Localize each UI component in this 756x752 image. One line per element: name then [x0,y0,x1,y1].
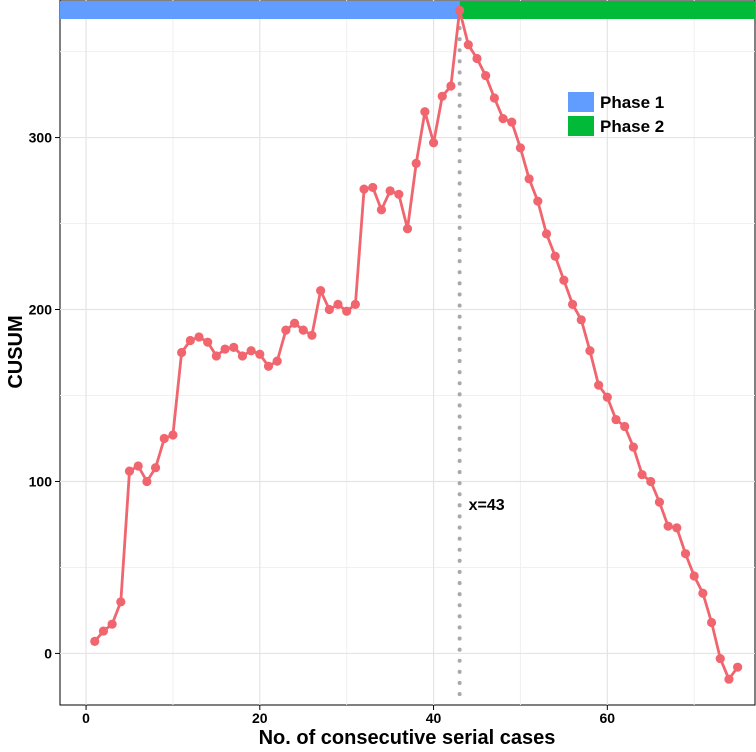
data-point [567,299,578,309]
data-point [324,304,334,315]
data-point [489,93,499,103]
data-point [689,571,699,581]
data-point [272,356,282,366]
data-point [263,361,274,371]
data-point [107,619,117,629]
legend: Phase 1 Phase 2 [568,92,664,136]
data-point [576,315,586,325]
data-point [394,189,404,199]
data-point [168,430,178,440]
data-point [594,380,604,390]
data-point [541,229,552,239]
data-point [203,337,213,347]
data-point [333,299,343,309]
y-tick-label: 300 [29,130,53,146]
legend-swatch-phase-2 [568,116,594,136]
series-layer [90,5,743,684]
data-point [672,523,682,533]
data-point [220,344,230,354]
data-point [602,392,612,402]
data-point [402,224,413,234]
data-point [124,466,135,476]
y-tick-label: 200 [29,302,53,318]
data-point [298,325,308,335]
data-point [229,342,239,352]
y-axis-title: CUSUM [5,315,27,388]
data-point [715,653,725,664]
data-point [620,421,630,432]
data-point [289,318,300,328]
vline-annotation: x=43 [469,497,505,514]
data-point [698,588,708,598]
data-point [663,521,673,531]
data-point [585,346,595,356]
data-point [724,674,734,684]
data-point [706,617,717,628]
x-tick-label: 0 [82,710,90,726]
x-axis-title: No. of consecutive serial cases [259,727,556,749]
data-point [428,138,439,148]
data-point [316,285,326,296]
data-point [368,182,378,193]
data-point [159,433,169,444]
data-point [90,636,100,646]
x-tick-label: 40 [426,710,442,726]
data-point [376,205,387,215]
data-point [281,325,291,335]
legend-swatch-phase-1 [568,92,594,112]
data-point [507,117,517,127]
data-point [385,186,395,196]
x-tick-label: 20 [252,710,268,726]
data-point [455,5,465,15]
phase-bar-1 [60,1,460,19]
y-axis-ticks: 0 100 200 300 [29,130,60,661]
data-point [637,469,647,480]
data-point [411,158,421,168]
data-point [177,347,187,358]
data-point [680,549,691,559]
data-point [116,597,126,607]
y-tick-label: 0 [44,645,52,661]
data-point [359,184,369,194]
data-point [733,662,743,672]
data-point [420,107,430,117]
data-point [437,91,447,101]
data-point [533,196,543,206]
data-point [142,476,152,487]
data-point [194,332,204,342]
data-point [255,349,265,359]
data-point [472,53,482,64]
phase-bar-2 [459,1,755,19]
data-point [211,351,221,361]
data-point [98,626,109,636]
x-axis-ticks: 0 20 40 60 [82,705,615,726]
data-point [150,463,161,473]
data-point [481,71,491,81]
data-point [654,497,665,507]
data-point [515,143,526,153]
x-tick-label: 60 [600,710,616,726]
phase-bars [60,1,755,19]
data-point [628,442,638,452]
legend-label-phase-2: Phase 2 [600,117,664,136]
data-point [646,476,656,487]
legend-label-phase-1: Phase 1 [600,93,664,112]
data-point [246,346,256,356]
data-point [498,114,508,124]
data-point [350,299,360,309]
panel-background [59,0,756,706]
data-point [524,174,534,184]
data-point [446,81,456,91]
data-point [559,275,569,285]
data-point [185,335,195,346]
data-point [550,251,560,261]
data-point [133,461,143,471]
data-point [307,330,317,340]
data-point [237,351,248,361]
data-point [611,414,621,425]
data-point [463,40,473,50]
data-point [342,306,352,316]
y-tick-label: 100 [29,473,53,489]
